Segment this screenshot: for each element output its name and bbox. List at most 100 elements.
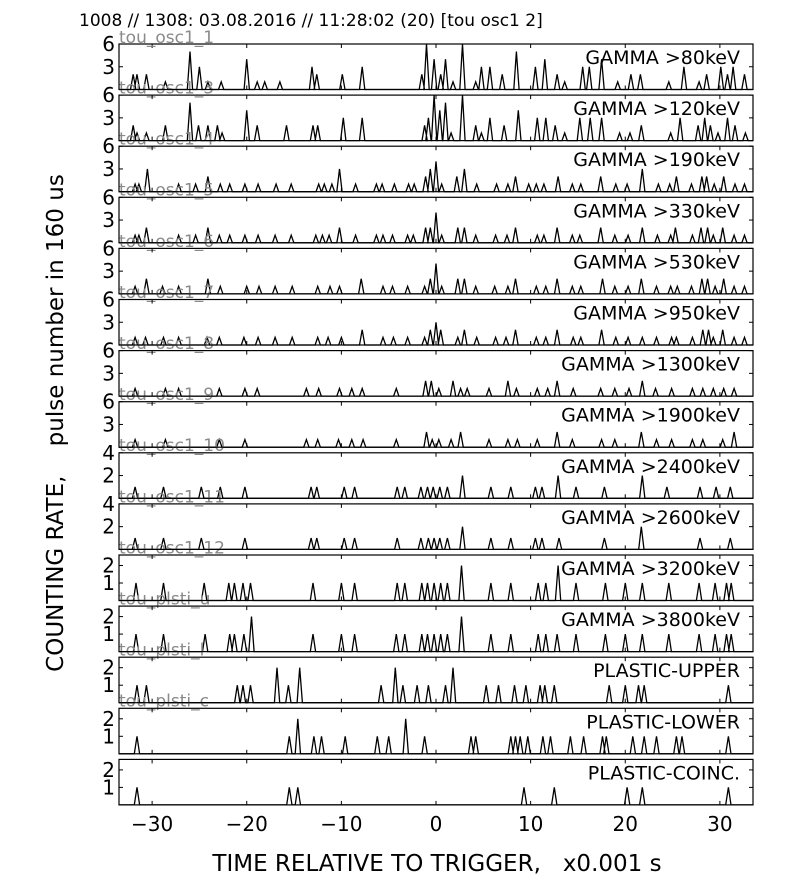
panel-frame [118,503,754,550]
channel-name: tou_osc1_12 [119,538,225,558]
channel-name: tou_osc1_7 [119,283,214,303]
y-tick-label: 3 [102,412,115,436]
channel-name: tou_osc1_10 [119,436,225,456]
channel-name: tou_plsti_c [119,692,209,712]
panel-10: 24 tou_osc1_12 GAMMA >2600keV [102,492,754,558]
panel-5: 36 tou_osc1_7 GAMMA >530keV [102,236,754,303]
channel-name: tou_osc1_6 [119,232,214,252]
panel-8: 36 tou_osc1_10 GAMMA >1900keV [102,390,754,456]
panel-label: GAMMA >3200keV [561,558,740,580]
panel-frame [118,298,754,346]
panel-label: GAMMA >2600keV [561,507,740,529]
panel-label: PLASTIC-COINC. [588,762,740,784]
panel-frame [118,145,754,193]
y-tick-label: 6 [102,236,115,260]
x-tick-label: −30 [131,812,173,836]
x-axis-title: TIME RELATIVE TO TRIGGER, x0.001 s [211,851,661,877]
panel-3: 36 tou_osc1_5 GAMMA >190keV [102,134,754,201]
y-tick-label: 1 [102,622,115,646]
panel-9: 24 tou_osc1_11 GAMMA >2400keV [102,441,754,507]
panel-label: GAMMA >2400keV [561,456,740,478]
y-tick-label: 3 [102,310,115,334]
panel-label: GAMMA >80keV [585,47,740,69]
panel-1: 36 tou_osc1_3 GAMMA >80keV [102,32,754,99]
y-tick-label: 6 [102,339,115,363]
panel-frame [118,605,754,653]
series-trace [119,475,753,499]
panel-label: GAMMA >950keV [573,303,740,325]
channel-name: tou_osc1_9 [119,385,214,405]
panel-label: PLASTIC-UPPER [593,660,740,682]
y-tick-label: 1 [102,571,115,595]
channel-name: tou_osc1_11 [119,487,225,507]
channel-name: tou_plsti_u [119,590,210,610]
series-trace [119,212,753,244]
panel-frame [118,554,754,602]
y-tick-label: 3 [102,55,115,79]
x-tick-label: 10 [518,812,543,836]
x-tick-label: −20 [226,812,268,836]
panel-2: 36 tou_osc1_4 GAMMA >120keV [102,83,754,150]
panel-label: GAMMA >1900keV [561,405,740,427]
panel-15: 12 PLASTIC-COINC. [102,758,754,806]
y-tick-label: 3 [102,259,115,283]
y-tick-label: 6 [102,288,115,312]
y-tick-label: 2 [102,605,115,629]
y-tick-label: 3 [102,157,115,181]
chart-header: 1008 // 1308: 03.08.2016 // 11:28:02 (20… [79,11,543,31]
y-tick-label: 4 [102,492,115,516]
channel-name: tou_osc1_5 [119,181,214,201]
panel-frame [118,350,754,397]
y-tick-label: 1 [102,724,115,748]
y-tick-label: 6 [102,134,115,158]
panel-label: GAMMA >120keV [573,98,740,120]
y-tick-label: 6 [102,185,115,209]
panel-frame [118,758,754,806]
panel-frame [118,43,754,91]
panel-frame [118,707,754,755]
panel-7: 36 tou_osc1_9 GAMMA >1300keV [102,339,754,405]
x-tick-label: 20 [613,812,638,836]
panel-label: GAMMA >3800keV [561,609,740,631]
panel-label: GAMMA >330keV [573,200,740,222]
panel-label: GAMMA >190keV [573,149,740,171]
panel-label: GAMMA >530keV [573,251,740,273]
x-tick-label: −10 [320,812,362,836]
channel-name: tou_plsti_l [119,641,204,661]
y-tick-label: 2 [102,515,115,539]
y-tick-label: 2 [102,464,115,488]
x-axis: −30 −20 −10 0 10 20 30 [131,812,733,836]
panel-frame [118,656,754,704]
x-tick-label: 0 [430,812,443,836]
panel-frame [118,401,754,448]
y-tick-label: 2 [102,554,115,578]
y-axis-title: COUNTING RATE, pulse number in 160 us [43,174,69,672]
series-trace [119,667,753,704]
series-trace [119,95,753,142]
panel-14: 12 PLASTIC-LOWER [102,707,754,755]
y-tick-label: 4 [102,441,115,465]
y-tick-label: 1 [102,775,115,799]
x-tick-label: 30 [707,812,732,836]
y-tick-label: 3 [102,361,115,385]
y-tick-label: 3 [102,208,115,232]
panel-4: 36 tou_osc1_6 GAMMA >330keV [102,185,754,252]
channel-name: tou_osc1_3 [119,79,214,99]
panel-label: PLASTIC-LOWER [586,711,740,733]
y-tick-label: 6 [102,32,115,56]
y-tick-label: 6 [102,83,115,107]
y-tick-label: 2 [102,656,115,680]
y-tick-label: 3 [102,106,115,130]
y-tick-label: 2 [102,758,115,782]
channel-name: tou_osc1_8 [119,334,214,354]
panel-frame [118,94,754,142]
panel-frame [118,452,754,499]
y-tick-label: 6 [102,390,115,414]
panel-frame [118,196,754,244]
y-tick-label: 1 [102,673,115,697]
panel-6: 36 tou_osc1_8 GAMMA >950keV [102,288,754,354]
